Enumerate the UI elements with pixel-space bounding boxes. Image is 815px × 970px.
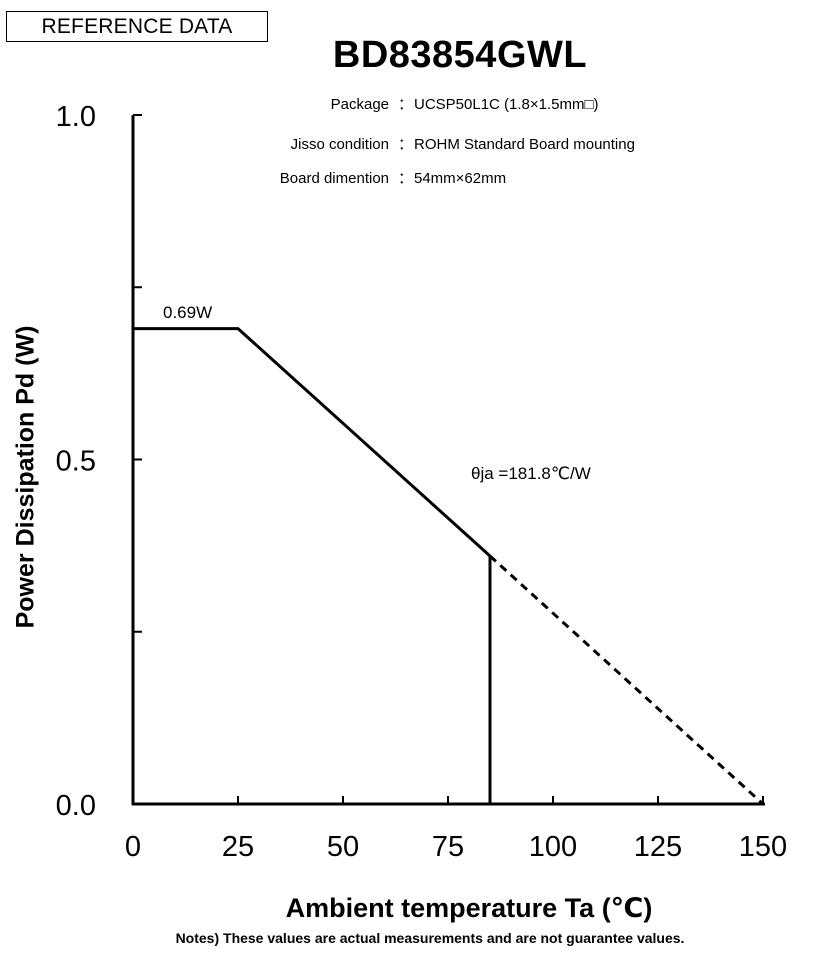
y-tick-label: 1.0: [56, 101, 96, 133]
x-tick-label: 0: [125, 831, 141, 863]
chart-title: BD83854GWL: [332, 34, 588, 76]
annotation-max-power: 0.69W: [163, 302, 213, 322]
jisso-condition-sep: ：: [398, 136, 414, 153]
package-sep: ：: [398, 96, 414, 113]
x-axis-label: Ambient temperature Ta (℃): [285, 893, 653, 923]
y-tick-label: 0.5: [56, 446, 96, 478]
x-tick-label: 75: [432, 831, 464, 863]
board-dimention-value: 54mm×62mm: [414, 170, 507, 187]
jisso-condition-value: ROHM Standard Board mounting: [414, 136, 635, 153]
y-tick-label: 0.0: [56, 790, 96, 822]
series-line-solid: [133, 327, 492, 558]
notes: Notes) These values are actual measureme…: [175, 930, 685, 946]
annotation-theta-ja: θja =181.8℃/W: [471, 463, 591, 483]
x-tick-label: 150: [739, 831, 787, 863]
package-label: Package: [330, 96, 389, 113]
jisso-condition-label: Jisso condition: [290, 136, 389, 153]
x-tick-label: 100: [529, 831, 577, 863]
y-axis-label: Power Dissipation Pd (W): [11, 325, 40, 629]
x-tick-label: 125: [634, 831, 682, 863]
reference-data-badge: REFERENCE DATA: [6, 11, 268, 42]
package-value: UCSP50L1C (1.8×1.5mm□): [414, 96, 599, 113]
board-dimention-sep: ：: [398, 170, 414, 187]
x-tick-label: 25: [222, 831, 254, 863]
series-line-dashed: [488, 554, 765, 806]
x-tick-label: 50: [327, 831, 359, 863]
board-dimention-label: Board dimention: [279, 170, 389, 187]
